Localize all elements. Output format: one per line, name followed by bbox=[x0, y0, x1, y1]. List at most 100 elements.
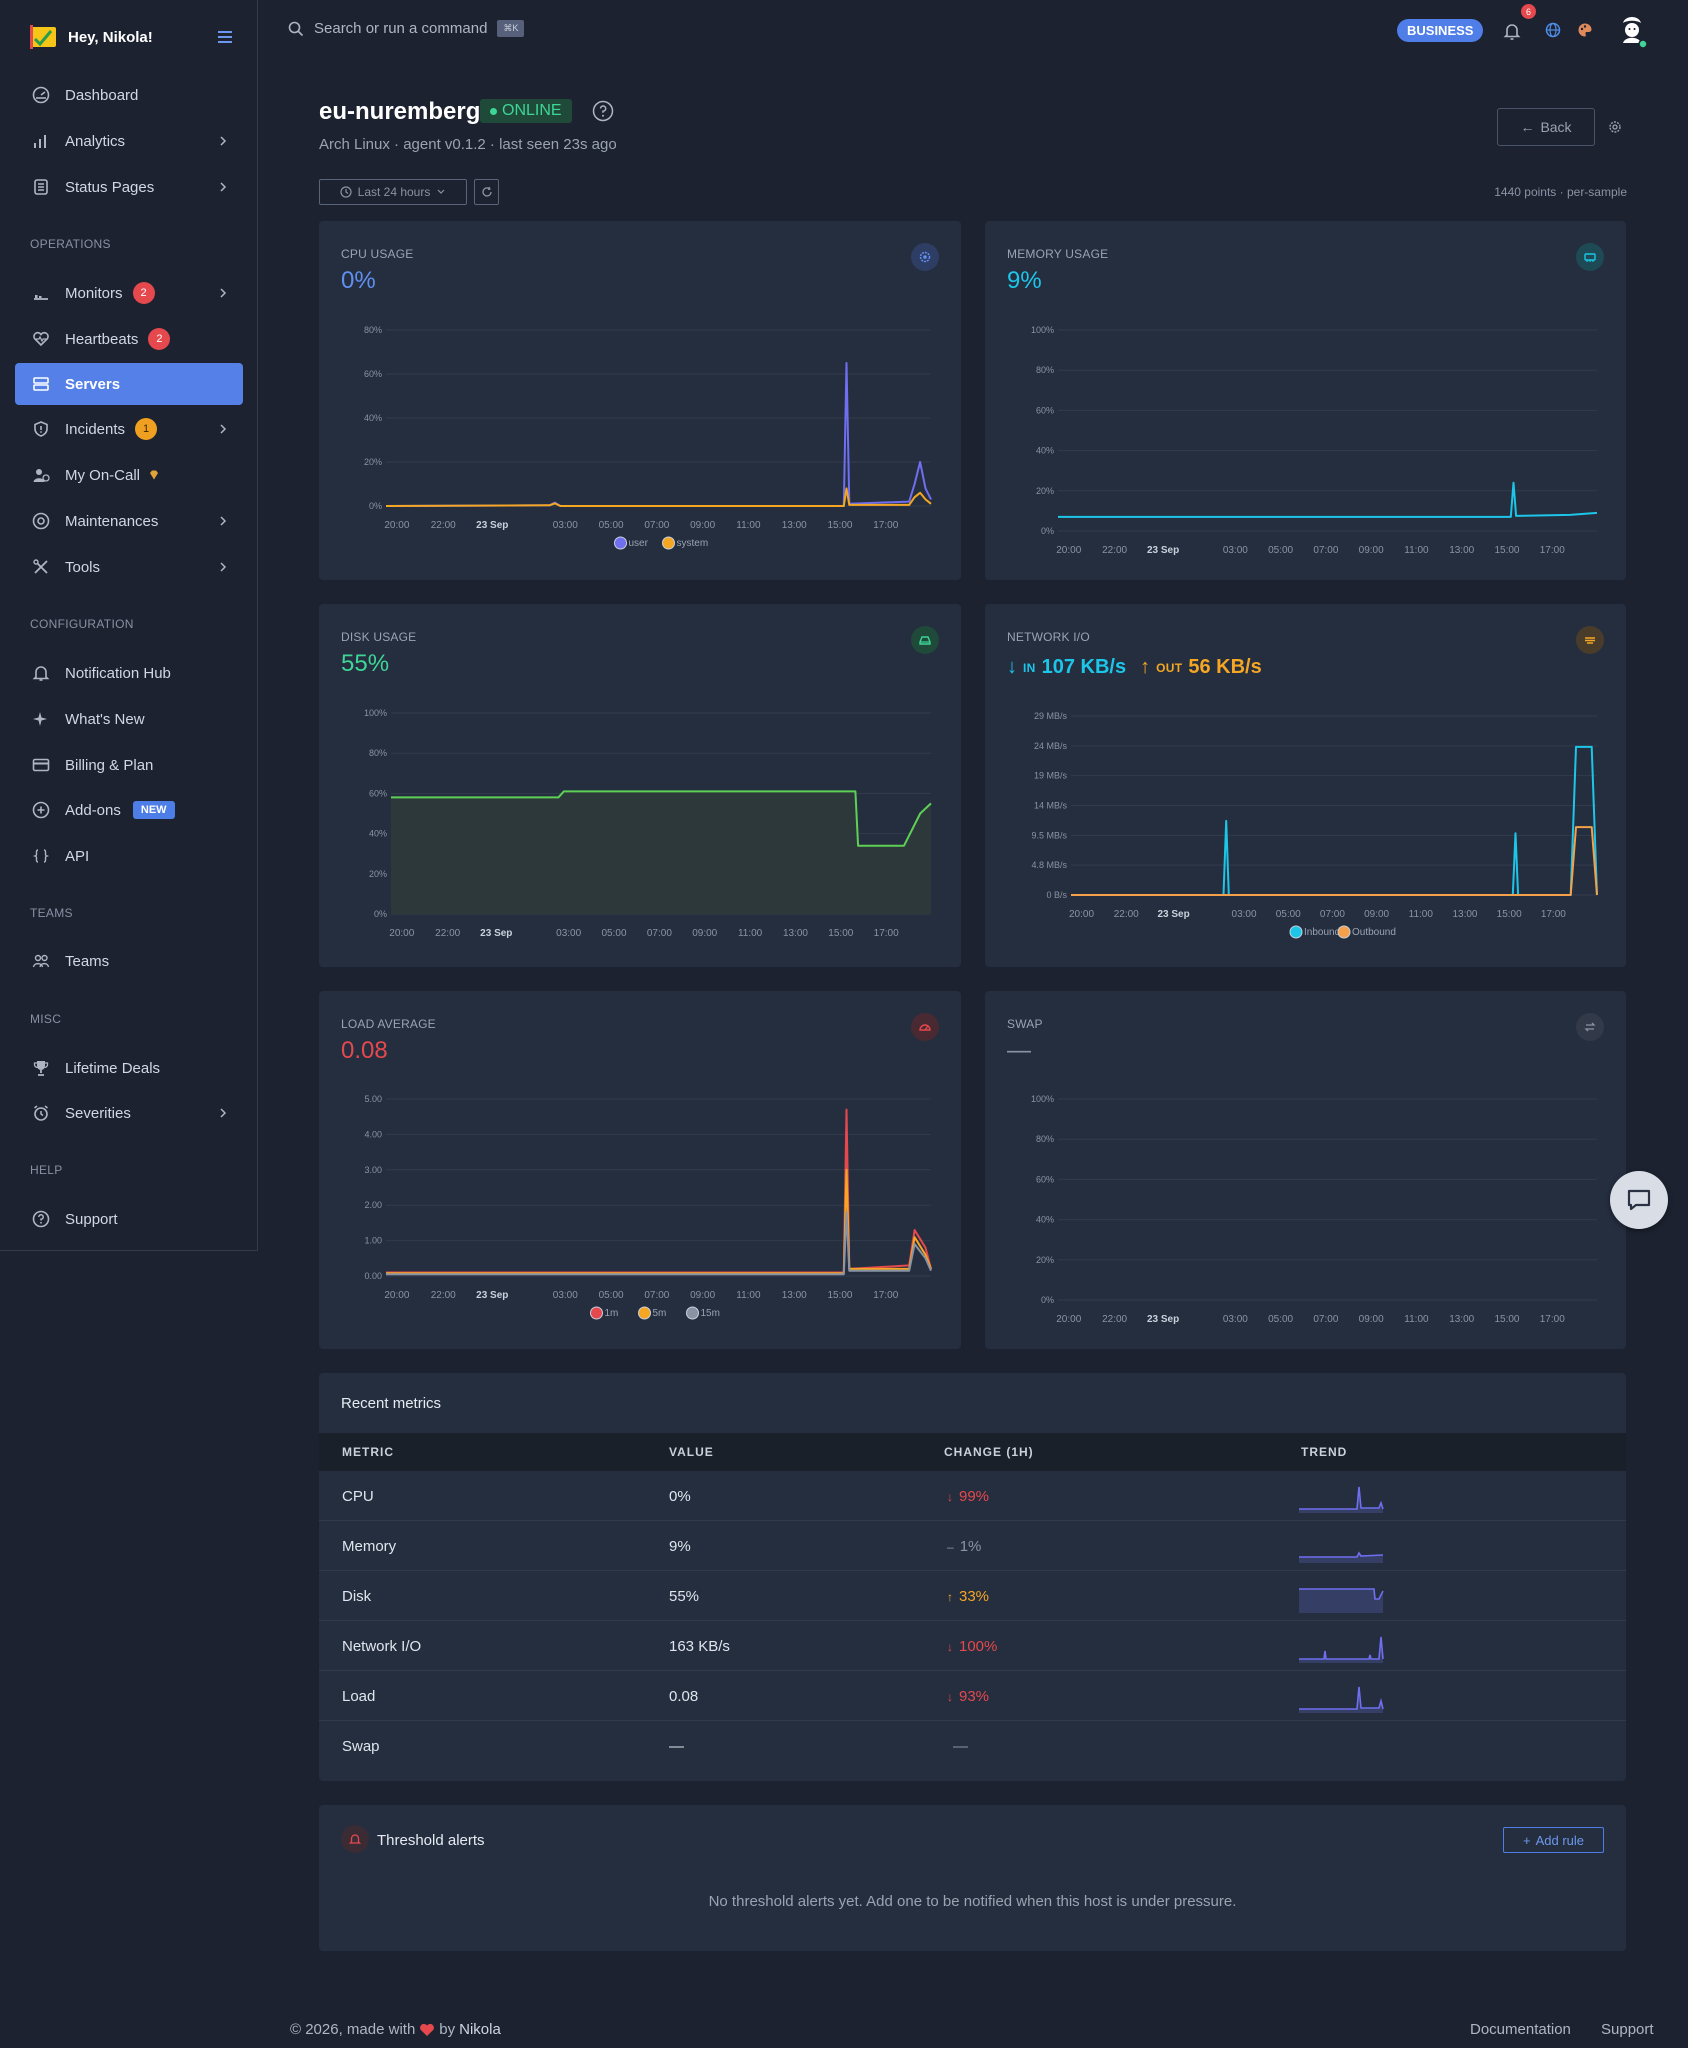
refresh-button[interactable] bbox=[474, 179, 499, 205]
memory-chart: 0% 20% 40% 60% 80% 100% 20:00 22:00 23 Sep 03:00 0… bbox=[1031, 325, 1598, 556]
y-tick-label: 24 MB/s bbox=[1034, 741, 1068, 751]
x-tick-label: 03:00 bbox=[1223, 545, 1248, 556]
x-tick-label: 23 Sep bbox=[1147, 545, 1179, 556]
x-tick-label: 11:00 bbox=[736, 1290, 761, 1301]
alarm-clock-icon bbox=[31, 1103, 51, 1123]
trend-sparkline bbox=[1299, 1636, 1384, 1663]
x-tick-label: 09:00 bbox=[1359, 1314, 1384, 1325]
x-tick-label: 05:00 bbox=[1268, 545, 1293, 556]
y-tick-label: 1.00 bbox=[364, 1236, 382, 1246]
question-circle-icon bbox=[31, 1209, 51, 1229]
y-tick-label: 60% bbox=[1036, 405, 1054, 415]
footer-author[interactable]: Nikola bbox=[459, 2021, 501, 2038]
y-tick-label: 29 MB/s bbox=[1034, 711, 1068, 721]
host-meta: Arch Linux · agent v0.1.2 · last seen 23… bbox=[319, 136, 617, 153]
cpu-value: 0% bbox=[341, 267, 376, 294]
search-placeholder: Search or run a command bbox=[314, 20, 488, 37]
back-button[interactable]: ← Back bbox=[1497, 108, 1595, 146]
settings-gear-icon[interactable] bbox=[1608, 120, 1622, 134]
footer-support-link[interactable]: Support bbox=[1601, 2021, 1654, 2038]
monitors-count-badge: 2 bbox=[132, 282, 155, 304]
sidebar-item-maintenances[interactable]: Maintenances bbox=[15, 500, 243, 542]
plus-circle-icon bbox=[31, 800, 51, 820]
threshold-alerts-card: Threshold alerts + Add rule No threshold … bbox=[319, 1805, 1626, 1951]
sidebar-item-billing[interactable]: Billing & Plan bbox=[15, 744, 243, 786]
network-icon bbox=[1576, 626, 1604, 654]
add-rule-button[interactable]: + Add rule bbox=[1503, 1827, 1604, 1853]
palette-icon[interactable] bbox=[1577, 22, 1593, 38]
sidebar-item-notification-hub[interactable]: Notification Hub bbox=[15, 652, 243, 694]
y-tick-label: 20% bbox=[364, 457, 382, 467]
sidebar-item-teams[interactable]: Teams bbox=[15, 940, 243, 982]
x-tick-label: 15:00 bbox=[827, 520, 852, 531]
sidebar-item-whats-new[interactable]: What's New bbox=[15, 698, 243, 740]
table-title: Recent metrics bbox=[341, 1395, 442, 1412]
chevron-right-icon bbox=[220, 562, 227, 572]
plus-icon: + bbox=[1522, 1832, 1531, 1848]
cpu-card: CPU USAGE 0% 0% 20% 40% 60% 80% 20:00 22:00 23 … bbox=[319, 221, 961, 580]
sidebar-item-on-call[interactable]: My On-Call bbox=[15, 454, 243, 496]
recent-metrics-table: Recent metrics METRIC VALUE CHANGE (1H) … bbox=[319, 1373, 1626, 1781]
sidebar-item-tools[interactable]: Tools bbox=[15, 546, 243, 588]
time-range-select[interactable]: Last 24 hours bbox=[319, 179, 467, 205]
sidebar-item-label: Monitors bbox=[65, 284, 123, 302]
sparkle-icon bbox=[31, 709, 51, 729]
back-label: Back bbox=[1540, 119, 1572, 135]
sidebar-item-incidents[interactable]: Incidents 1 bbox=[15, 408, 243, 450]
series-line bbox=[1071, 745, 1598, 896]
footer-copy: © 2026, made with bbox=[290, 2021, 416, 2038]
page-title: eu-nuremberg bbox=[319, 98, 481, 125]
metric-change: ↓ 100% bbox=[947, 1638, 997, 1655]
chat-button[interactable] bbox=[1610, 1171, 1668, 1229]
x-tick-label: 23 Sep bbox=[476, 1290, 508, 1301]
braces-icon bbox=[31, 846, 51, 866]
sidebar-item-status-pages[interactable]: Status Pages bbox=[15, 166, 243, 208]
chat-bubble-icon bbox=[1627, 1189, 1651, 1211]
disk-card: DISK USAGE 55% 0% 20% 40% 60% 80% 100% 20:00 22… bbox=[319, 604, 961, 967]
server-icon bbox=[31, 374, 51, 394]
avatar[interactable] bbox=[1617, 13, 1647, 49]
sidebar-item-support[interactable]: Support bbox=[15, 1198, 243, 1240]
x-tick-label: 15:00 bbox=[1494, 545, 1519, 556]
x-tick-label: 15:00 bbox=[1494, 1314, 1519, 1325]
help-icon[interactable] bbox=[592, 100, 614, 122]
trend-sparkline bbox=[1299, 1686, 1384, 1713]
x-tick-label: 05:00 bbox=[602, 928, 627, 939]
metric-name: CPU bbox=[342, 1488, 374, 1505]
load-value: 0.08 bbox=[341, 1037, 388, 1064]
legend-label: user bbox=[629, 538, 649, 549]
x-tick-label: 22:00 bbox=[1102, 1314, 1127, 1325]
y-tick-label: 0 B/s bbox=[1046, 890, 1067, 900]
series-line bbox=[391, 790, 932, 847]
chevron-right-icon bbox=[220, 182, 227, 192]
legend-label: 15m bbox=[701, 1308, 720, 1319]
tools-icon bbox=[31, 557, 51, 577]
x-tick-label: 07:00 bbox=[1313, 1314, 1338, 1325]
table-row: Network I/O 163 KB/s ↓ 100% bbox=[319, 1621, 1626, 1671]
y-tick-label: 80% bbox=[364, 325, 382, 335]
plan-badge[interactable]: BUSINESS bbox=[1397, 19, 1484, 42]
bell-icon[interactable] bbox=[1503, 21, 1521, 41]
refresh-icon bbox=[481, 186, 492, 197]
sidebar-item-lifetime-deals[interactable]: Lifetime Deals bbox=[15, 1047, 243, 1089]
cpu-icon bbox=[911, 243, 939, 271]
sidebar-item-api[interactable]: API bbox=[15, 835, 243, 877]
sidebar-item-analytics[interactable]: Analytics bbox=[15, 120, 243, 162]
sidebar-item-add-ons[interactable]: Add-ons NEW bbox=[15, 789, 243, 831]
x-tick-label: 03:00 bbox=[1223, 1314, 1248, 1325]
swap-icon bbox=[1576, 1013, 1604, 1041]
x-tick-label: 17:00 bbox=[1541, 909, 1566, 920]
greeting: Hey, Nikola! bbox=[68, 28, 153, 46]
sidebar-item-monitors[interactable]: Monitors 2 bbox=[15, 272, 243, 314]
metric-name: Network I/O bbox=[342, 1638, 422, 1655]
sidebar-item-dashboard[interactable]: Dashboard bbox=[15, 74, 243, 116]
y-tick-label: 0% bbox=[1041, 526, 1054, 536]
sidebar-item-severities[interactable]: Severities bbox=[15, 1092, 243, 1134]
footer-documentation-link[interactable]: Documentation bbox=[1470, 2021, 1571, 2038]
sidebar-item-heartbeats[interactable]: Heartbeats 2 bbox=[15, 318, 243, 360]
globe-icon[interactable] bbox=[1545, 22, 1561, 38]
command-search[interactable]: Search or run a command ⌘K bbox=[288, 20, 525, 37]
sidebar-item-servers[interactable]: Servers bbox=[15, 363, 243, 405]
menu-toggle-icon[interactable] bbox=[216, 28, 234, 46]
brand[interactable]: Hey, Nikola! bbox=[30, 24, 153, 50]
